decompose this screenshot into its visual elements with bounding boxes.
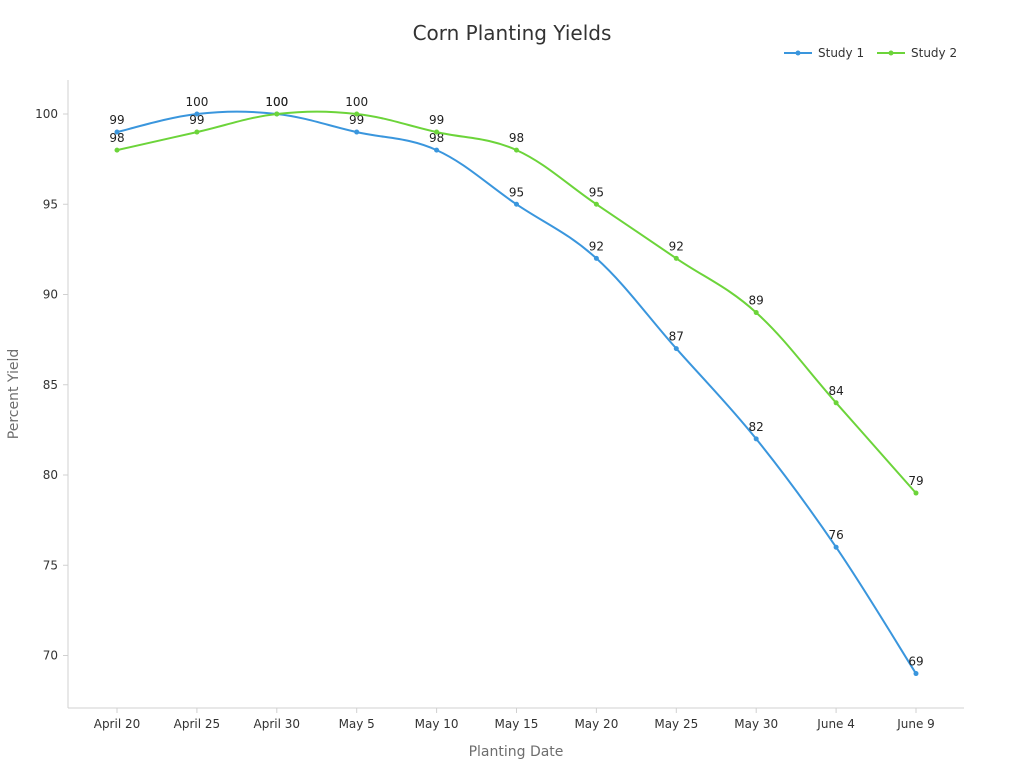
legend-marker xyxy=(888,50,894,56)
data-label: 79 xyxy=(908,474,923,488)
x-tick-label: April 25 xyxy=(174,717,221,731)
x-axis-title: Planting Date xyxy=(469,744,564,760)
data-label: 95 xyxy=(589,185,604,199)
legend-item-1[interactable]: Study 1 xyxy=(784,46,864,60)
data-point[interactable] xyxy=(434,147,440,153)
y-axis: 70 75 80 85 90 95 100 xyxy=(35,80,69,708)
series-2: 98 99 100 100 99 98 95 92 89 84 79 xyxy=(109,95,924,496)
data-point[interactable] xyxy=(274,111,280,117)
data-point[interactable] xyxy=(673,255,679,261)
data-point[interactable] xyxy=(354,111,360,117)
data-label: 100 xyxy=(265,95,288,109)
legend-label: Study 2 xyxy=(911,46,957,60)
x-tick-label: May 25 xyxy=(654,717,698,731)
y-axis-title: Percent Yield xyxy=(6,349,22,439)
data-point[interactable] xyxy=(913,490,919,496)
data-label: 92 xyxy=(589,239,604,253)
data-point[interactable] xyxy=(753,310,759,316)
x-tick-label: June 4 xyxy=(816,717,855,731)
y-tick-label: 100 xyxy=(35,107,58,121)
data-label: 99 xyxy=(189,113,204,127)
series-line xyxy=(116,110,917,494)
series-1: 99 100 100 99 98 95 92 87 82 76 69 xyxy=(109,95,924,677)
legend-marker xyxy=(795,50,801,56)
data-label: 99 xyxy=(349,113,364,127)
y-tick-label: 80 xyxy=(43,468,58,482)
data-point[interactable] xyxy=(114,147,120,153)
data-label: 95 xyxy=(509,185,524,199)
data-label: 69 xyxy=(908,655,923,669)
y-tick-label: 95 xyxy=(43,197,58,211)
data-point[interactable] xyxy=(434,129,440,135)
data-label: 89 xyxy=(749,294,764,308)
data-point[interactable] xyxy=(194,129,200,135)
data-label: 99 xyxy=(109,113,124,127)
data-label: 99 xyxy=(429,113,444,127)
data-point[interactable] xyxy=(673,346,679,352)
x-tick-label: May 30 xyxy=(734,717,778,731)
legend-label: Study 1 xyxy=(818,46,864,60)
data-label: 100 xyxy=(185,95,208,109)
data-label: 76 xyxy=(828,528,843,542)
x-tick-label: May 20 xyxy=(574,717,618,731)
data-point[interactable] xyxy=(514,147,519,153)
data-point[interactable] xyxy=(514,201,519,207)
data-label: 82 xyxy=(749,420,764,434)
data-point[interactable] xyxy=(114,129,120,135)
legend[interactable]: Study 1 Study 2 xyxy=(784,46,957,60)
data-label: 98 xyxy=(109,131,124,145)
data-point[interactable] xyxy=(593,255,599,261)
data-label: 87 xyxy=(669,330,684,344)
data-label: 92 xyxy=(669,239,684,253)
legend-item-2[interactable]: Study 2 xyxy=(877,46,957,60)
x-tick-label: April 20 xyxy=(94,717,141,731)
data-point[interactable] xyxy=(354,129,360,135)
y-tick-label: 85 xyxy=(43,378,58,392)
x-tick-label: June 9 xyxy=(896,717,935,731)
y-tick-label: 75 xyxy=(43,558,58,572)
x-tick-label: May 10 xyxy=(415,717,459,731)
y-tick-label: 70 xyxy=(43,649,58,663)
x-tick-label: April 30 xyxy=(254,717,301,731)
data-label: 100 xyxy=(265,95,288,109)
series-line xyxy=(116,110,917,675)
chart-title: Corn Planting Yields xyxy=(413,21,612,45)
data-point[interactable] xyxy=(194,111,200,117)
x-axis: April 20 April 25 April 30 May 5 May 10 May 1… xyxy=(68,707,964,731)
data-label: 100 xyxy=(345,95,368,109)
data-point[interactable] xyxy=(753,436,759,442)
x-tick-label: May 5 xyxy=(339,717,375,731)
data-point[interactable] xyxy=(833,544,839,550)
y-tick-label: 90 xyxy=(43,288,58,302)
data-label: 98 xyxy=(509,131,524,145)
x-tick-label: May 15 xyxy=(495,717,539,731)
data-point[interactable] xyxy=(913,671,919,677)
data-label: 84 xyxy=(828,384,843,398)
data-point[interactable] xyxy=(593,201,599,207)
data-point[interactable] xyxy=(833,400,839,406)
data-label: 98 xyxy=(429,131,444,145)
